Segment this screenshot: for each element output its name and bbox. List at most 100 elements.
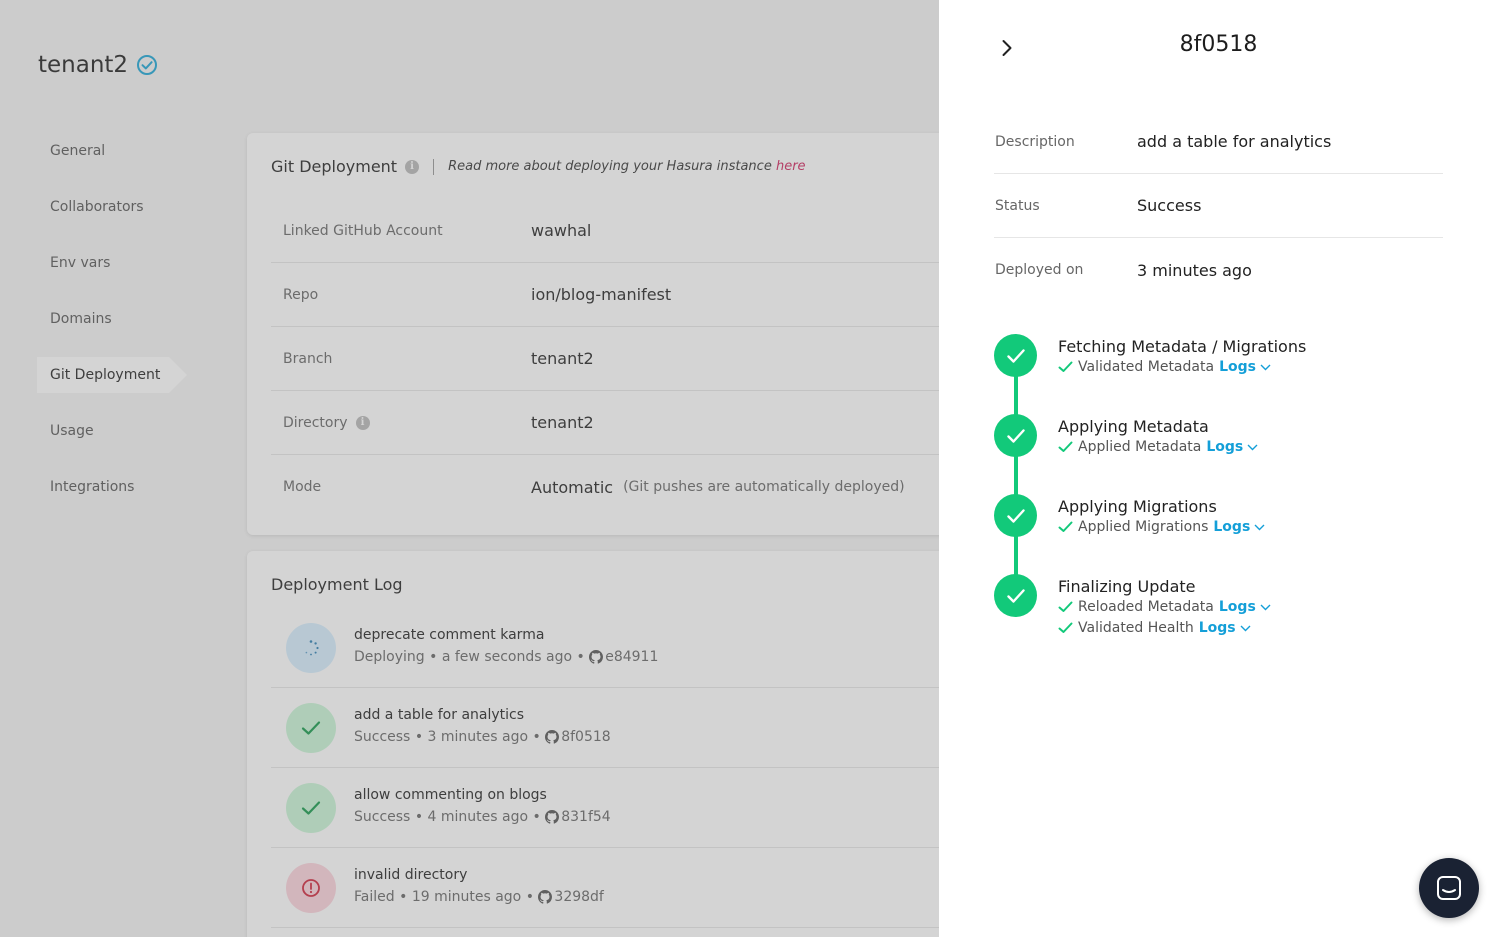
sidebar-item-domains[interactable]: Domains (50, 311, 112, 327)
check-icon (1058, 601, 1073, 612)
chevron-down-icon (1260, 604, 1271, 610)
log-item-commit[interactable]: 8f0518 (561, 729, 611, 745)
chevron-right-icon[interactable] (995, 36, 1019, 60)
field-row-github-account: Linked GitHub Account wawhal (271, 199, 987, 263)
detail-row-deployed-on: Deployed on 3 minutes ago (994, 238, 1443, 302)
substep-label: Applied Migrations (1078, 519, 1209, 535)
field-value: Automatic (531, 477, 614, 497)
step-check-icon (994, 494, 1037, 537)
field-value: ion/blog-manifest (531, 285, 672, 304)
sidebar-item-collaborators[interactable]: Collaborators (50, 199, 144, 215)
log-item-time: 4 minutes ago (427, 809, 529, 825)
error-icon (286, 863, 336, 913)
log-item-status: Success (354, 729, 411, 745)
read-more-text: Read more about deploying your Hasura in… (448, 159, 805, 174)
deployment-log-title: Deployment Log (271, 575, 403, 594)
log-item-commit[interactable]: e84911 (605, 649, 659, 665)
meta-separator: • (414, 729, 424, 745)
github-icon (545, 810, 560, 824)
detail-value: add a table for analytics (1137, 132, 1332, 151)
log-item[interactable]: deprecate comment karma Deploying • a fe… (271, 608, 987, 688)
github-icon (538, 890, 553, 904)
field-label: Branch (283, 350, 333, 367)
read-more-link[interactable]: here (775, 159, 806, 174)
sidebar-item-general[interactable]: General (50, 143, 106, 159)
log-item-status: Success (354, 809, 411, 825)
logs-toggle[interactable]: Logs (1219, 599, 1271, 615)
chevron-down-icon (1254, 524, 1265, 530)
sidebar-item-usage[interactable]: Usage (50, 423, 94, 439)
step-title: Applying Metadata (1058, 417, 1209, 436)
detail-label: Status (995, 197, 1040, 214)
logs-toggle[interactable]: Logs (1213, 519, 1265, 535)
info-icon[interactable]: i (355, 415, 370, 430)
github-icon (589, 650, 604, 664)
meta-separator: • (414, 809, 424, 825)
check-icon (1058, 521, 1073, 532)
logs-toggle[interactable]: Logs (1219, 359, 1271, 375)
log-item-meta: Success • 4 minutes ago • 831f54 (354, 809, 611, 825)
step-check-icon (994, 574, 1037, 617)
log-item[interactable]: invalid directory Failed • 19 minutes ag… (271, 848, 987, 928)
field-label-text: Directory (283, 414, 348, 431)
git-deployment-header: Git Deployment i Read more about deployi… (271, 157, 806, 176)
log-item-name: allow commenting on blogs (354, 787, 547, 803)
settings-sidebar: General Collaborators Env vars Domains G… (37, 133, 187, 525)
log-item[interactable]: add a table for analytics Success • 3 mi… (271, 688, 987, 768)
logs-label: Logs (1218, 599, 1256, 615)
step-title: Finalizing Update (1058, 577, 1196, 596)
log-item-time: a few seconds ago (441, 649, 573, 665)
chevron-down-icon (1247, 444, 1258, 450)
chat-launcher-button[interactable] (1419, 858, 1479, 918)
field-note: (Git pushes are automatically deployed) (623, 479, 905, 495)
deployment-log-card: Deployment Log deprecate comment karma D… (247, 551, 987, 937)
check-icon (1058, 622, 1073, 633)
log-item-meta: Failed • 19 minutes ago • 3298df (354, 889, 604, 905)
substep-label: Validated Health (1078, 620, 1194, 636)
detail-label: Description (995, 133, 1075, 150)
success-check-icon (286, 783, 336, 833)
step-substep: Applied Metadata Logs (1058, 439, 1258, 455)
field-row-directory: Directory i tenant2 (271, 391, 987, 455)
chevron-down-icon (1260, 364, 1271, 370)
field-label: Mode (283, 479, 322, 495)
git-deployment-card: Git Deployment i Read more about deployi… (247, 133, 987, 535)
meta-separator: • (532, 729, 541, 745)
header-divider (433, 158, 435, 175)
check-icon (1058, 361, 1073, 372)
log-item-name: invalid directory (354, 867, 468, 883)
log-item-commit[interactable]: 3298df (554, 889, 604, 905)
log-item-time: 19 minutes ago (411, 889, 522, 905)
meta-separator: • (576, 649, 585, 665)
logs-label: Logs (1206, 439, 1244, 455)
sidebar-item-git-deployment[interactable]: Git Deployment (37, 357, 187, 393)
git-deployment-title: Git Deployment (271, 157, 398, 176)
sidebar-item-env-vars[interactable]: Env vars (50, 255, 111, 271)
step-check-icon (994, 414, 1037, 457)
tenant-title: tenant2 (38, 52, 158, 78)
detail-value: 3 minutes ago (1137, 260, 1252, 280)
modal-backdrop[interactable] (0, 0, 939, 937)
meta-separator: • (532, 809, 541, 825)
success-check-icon (286, 703, 336, 753)
log-item-meta: Success • 3 minutes ago • 8f0518 (354, 729, 611, 745)
step-substep: Reloaded Metadata Logs (1058, 599, 1271, 615)
log-item-meta: Deploying • a few seconds ago • e84911 (354, 649, 658, 665)
info-icon[interactable]: i (405, 159, 420, 174)
spinner-icon (286, 623, 336, 673)
timeline-connector (1014, 374, 1018, 594)
log-item-status: Deploying (354, 649, 425, 665)
drawer-title: 8f0518 (1179, 32, 1258, 57)
check-icon (1058, 441, 1073, 452)
field-label: Repo (283, 286, 319, 303)
log-item[interactable]: allow commenting on blogs Success • 4 mi… (271, 768, 987, 848)
log-item-commit[interactable]: 831f54 (561, 809, 611, 825)
substep-label: Applied Metadata (1078, 439, 1202, 455)
substep-label: Reloaded Metadata (1078, 599, 1214, 615)
sidebar-item-integrations[interactable]: Integrations (50, 479, 135, 495)
logs-toggle[interactable]: Logs (1199, 620, 1251, 636)
step-substep: Applied Migrations Logs (1058, 519, 1265, 535)
logs-toggle[interactable]: Logs (1206, 439, 1258, 455)
step-substep: Validated Health Logs (1058, 620, 1251, 636)
logs-label: Logs (1213, 519, 1251, 535)
